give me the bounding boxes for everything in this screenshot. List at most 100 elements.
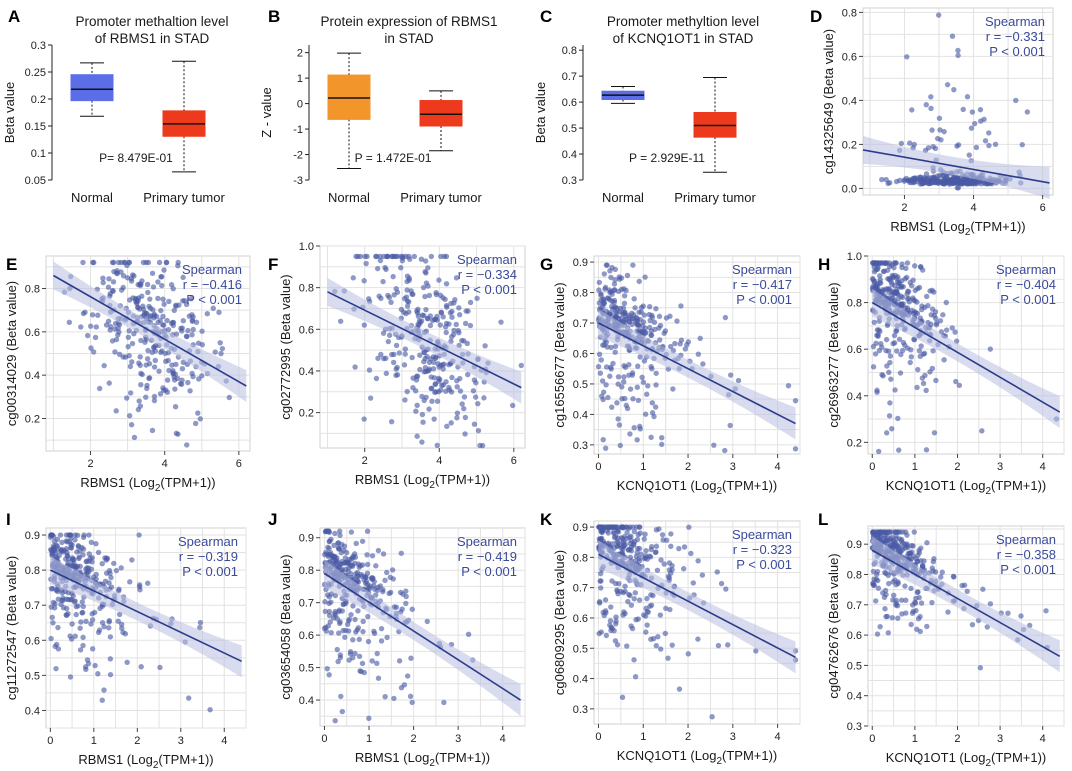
data-point xyxy=(886,369,892,375)
x-tick-label: 4 xyxy=(162,458,168,470)
data-point xyxy=(598,578,604,584)
data-point xyxy=(667,313,673,319)
data-point xyxy=(649,400,656,406)
data-point xyxy=(887,400,893,406)
data-point xyxy=(631,424,637,431)
data-point xyxy=(903,265,909,272)
data-point xyxy=(612,277,618,283)
data-point xyxy=(192,420,199,427)
data-point xyxy=(112,349,118,355)
data-point xyxy=(624,405,631,412)
data-point xyxy=(889,272,895,279)
data-point xyxy=(83,558,89,565)
data-point xyxy=(375,355,381,362)
data-point xyxy=(90,259,96,266)
data-point xyxy=(339,558,345,565)
data-point xyxy=(103,322,110,328)
data-point xyxy=(932,145,939,152)
data-point xyxy=(204,311,211,317)
data-point xyxy=(956,382,963,389)
category-label: Normal xyxy=(602,190,644,205)
data-point xyxy=(877,623,883,630)
data-point xyxy=(86,551,92,557)
data-point xyxy=(630,396,636,402)
data-point xyxy=(938,574,944,580)
data-point xyxy=(635,363,641,369)
data-point xyxy=(908,621,914,628)
data-point xyxy=(95,671,101,677)
data-point xyxy=(618,588,624,595)
data-point xyxy=(638,304,645,311)
data-point xyxy=(386,332,393,338)
data-point xyxy=(932,180,939,186)
y-tick-label: 0.5 xyxy=(847,660,862,672)
data-point xyxy=(475,427,482,434)
data-point xyxy=(82,309,88,315)
data-point xyxy=(374,660,380,666)
data-point xyxy=(982,138,989,144)
data-point xyxy=(646,311,652,318)
data-point xyxy=(883,260,889,266)
data-point xyxy=(414,433,420,439)
data-point xyxy=(446,384,452,391)
data-point xyxy=(326,672,332,678)
x-tick-label: 0 xyxy=(869,461,875,473)
data-point xyxy=(111,268,117,275)
data-point xyxy=(456,311,463,318)
data-point xyxy=(107,671,114,678)
x-tick-label: 3 xyxy=(730,731,736,743)
data-point xyxy=(324,665,330,672)
data-point xyxy=(952,329,958,335)
panel-label: E xyxy=(6,255,17,274)
data-point xyxy=(417,352,423,358)
data-point xyxy=(601,271,607,277)
data-point xyxy=(662,630,668,637)
panel-label: J xyxy=(268,510,277,529)
data-point xyxy=(680,566,687,572)
data-point xyxy=(612,343,619,350)
data-point xyxy=(649,366,655,372)
data-point xyxy=(419,411,426,418)
data-point xyxy=(635,545,641,552)
data-point xyxy=(432,381,439,387)
data-point xyxy=(923,171,930,177)
p-value: P = 2.929E-11 xyxy=(629,151,705,165)
data-point xyxy=(402,351,408,357)
data-point xyxy=(596,351,603,358)
data-point xyxy=(986,130,992,136)
data-point xyxy=(410,384,416,391)
data-point xyxy=(633,616,639,623)
data-point xyxy=(953,378,959,385)
data-point xyxy=(332,560,339,566)
data-point xyxy=(669,642,675,648)
y-tick-label: 0.7 xyxy=(562,71,577,83)
data-point xyxy=(456,329,462,336)
y-tick-label: 0.8 xyxy=(299,283,314,295)
data-point xyxy=(348,556,354,562)
data-point xyxy=(415,313,422,319)
data-point xyxy=(185,379,191,386)
data-point xyxy=(189,332,195,338)
data-point xyxy=(89,617,96,623)
y-tick-label: 1 xyxy=(297,73,303,85)
data-point xyxy=(613,618,619,624)
data-point xyxy=(145,347,151,354)
data-point xyxy=(697,335,703,342)
data-point xyxy=(48,586,55,592)
data-point xyxy=(404,273,411,279)
data-point xyxy=(981,116,987,123)
data-point xyxy=(885,630,891,636)
data-point xyxy=(676,686,683,692)
data-point xyxy=(677,341,683,347)
data-point xyxy=(87,323,94,329)
data-point xyxy=(337,318,344,324)
data-point xyxy=(598,357,605,363)
data-point xyxy=(600,609,606,616)
panel-label: D xyxy=(810,7,822,26)
panel-a: A Promoter methaltion level of RBMS1 in ST… xyxy=(2,7,229,205)
data-point xyxy=(390,359,397,366)
data-point xyxy=(435,375,442,381)
data-point xyxy=(179,366,186,372)
data-point xyxy=(626,319,633,325)
data-point xyxy=(404,388,410,395)
